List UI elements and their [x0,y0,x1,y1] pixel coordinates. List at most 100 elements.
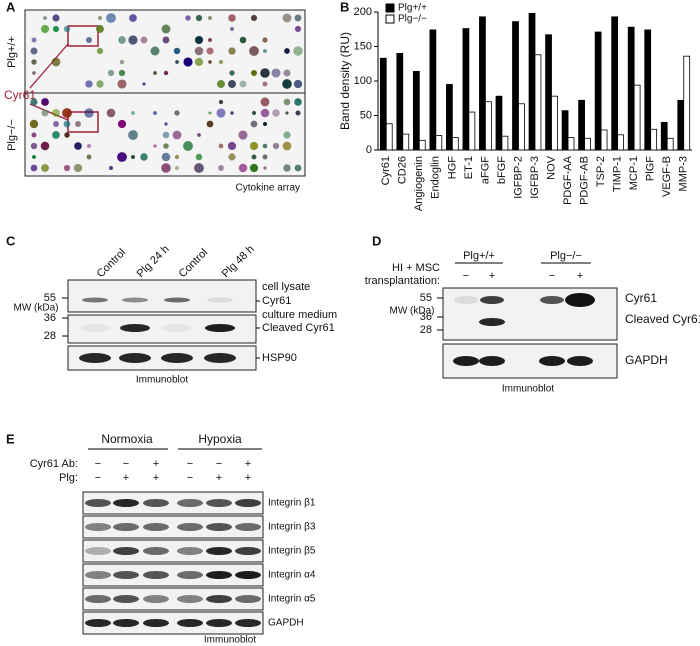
arrow [29,103,69,121]
array-dot [294,98,302,106]
x-tick-label: Endoglin [430,156,442,199]
array-dot [106,13,116,23]
array-dot [206,120,214,128]
band [480,296,504,304]
band [479,318,505,326]
band [113,523,139,531]
array-dot [217,80,225,88]
array-dot [208,60,212,64]
array-dot [41,109,49,117]
label: − [123,458,129,470]
band [540,296,564,304]
label: Integrin β3 [268,522,316,533]
array-dot [117,152,127,162]
band [235,523,261,531]
array-dot [251,110,257,116]
array-dot [183,141,193,151]
band [164,297,190,303]
array-dot [41,98,49,106]
bar [479,16,486,151]
y-tick-label: 100 [354,75,372,87]
band [235,547,261,555]
label: Plg: [59,472,78,484]
array-dot [153,71,157,75]
band [143,547,169,555]
label: 36 [420,311,432,323]
bar [435,135,443,151]
label: 36 [44,312,56,324]
bar [578,99,585,151]
array-dot [194,57,204,67]
x-tick-label: CD26 [397,156,409,184]
label: + [577,270,583,282]
array-dot [174,110,180,116]
x-tick-label: bFGF [496,156,508,184]
label: Plg 48 h [220,243,257,280]
bar [485,101,492,151]
array-dot [75,121,81,127]
blot [82,491,264,515]
band [235,499,261,507]
array-dot [85,80,93,88]
array-dot [194,163,204,173]
array-dot [52,14,60,22]
band [206,571,232,579]
label: Cyr61 [262,295,291,307]
x-tick-label: TIMP-1 [612,156,624,192]
band [454,296,478,304]
array-dot [295,110,301,116]
x-tick-label: PlGF [645,156,657,181]
bar [385,123,393,151]
array-dot [230,27,234,31]
array-dot [285,111,289,115]
array-dot [251,154,257,160]
label: − [216,458,222,470]
label: cell lysate [262,281,310,293]
band [143,571,169,579]
array-dot [283,131,291,139]
array-dot [63,164,71,172]
y-tick-label: 0 [366,144,372,156]
x-tick-label: VEGF-B [661,156,673,197]
array-dot [32,155,36,159]
array-dot [195,153,203,161]
band [113,619,139,627]
array-dot [40,24,50,34]
array-dot [162,36,170,44]
array-dot [107,69,115,77]
x-tick-label: aFGF [479,156,491,184]
y-tick-label: 150 [354,40,372,52]
array-dot [195,14,203,22]
array-dot [106,108,116,118]
bar [644,29,652,151]
x-tick-label: MMP-3 [678,156,690,191]
array-dot [208,111,212,115]
array-dot [218,143,224,149]
label: Hypoxia [198,432,242,446]
array-dot [197,133,201,137]
label: + [153,472,159,484]
array-dot [172,130,182,140]
band [177,547,203,555]
band [205,324,235,332]
label: − [187,472,193,484]
bar [611,16,619,151]
bar [567,137,575,151]
x-tick-label: IGFBP-2 [512,156,524,199]
panel-label: C [6,233,16,248]
array-dot [260,68,270,78]
row-label: Plg+/+ [6,36,18,68]
label: GAPDH [268,618,304,629]
label: HI + MSC [392,262,440,274]
array-dot [96,80,104,88]
band [204,353,236,363]
array-dot [239,80,247,88]
label: Integrin β1 [268,498,316,509]
array-dot [249,46,259,56]
band [85,619,111,627]
array-dot [161,24,171,34]
array-dot [31,132,37,138]
highlight-box [67,25,99,47]
array-dot [250,120,258,128]
bar [495,95,503,151]
